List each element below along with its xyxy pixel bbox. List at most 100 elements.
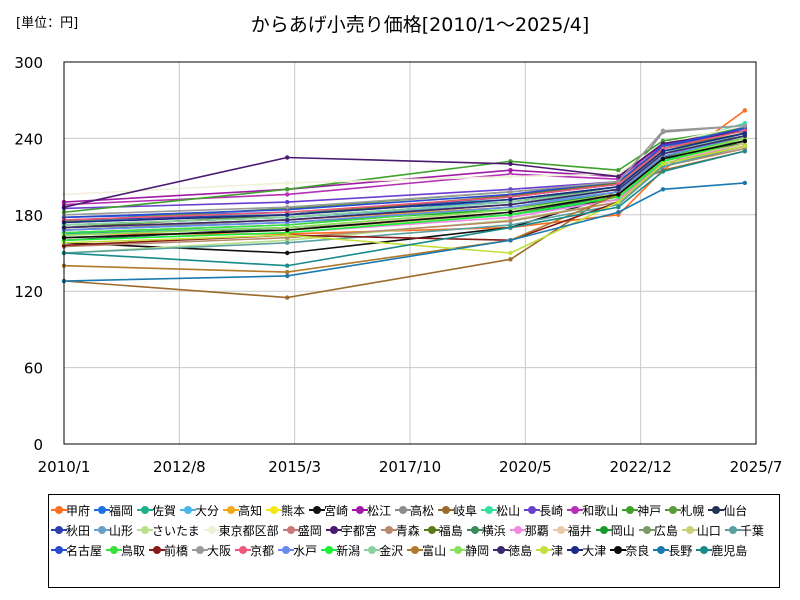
x-tick-label: 2022/12 — [610, 458, 672, 476]
legend-label: 松山 — [496, 503, 521, 518]
legend-item: 山形 — [94, 520, 134, 540]
data-point — [660, 169, 666, 174]
legend-label: 福井 — [567, 523, 592, 538]
legend-marker — [395, 506, 412, 514]
legend-label: 甲府 — [66, 503, 91, 518]
legend-marker — [325, 526, 342, 534]
data-point — [285, 217, 290, 223]
legend-item: 山口 — [681, 520, 721, 540]
series-line — [63, 140, 746, 242]
legend-marker — [51, 506, 67, 514]
legend-item: 福岡 — [94, 500, 134, 520]
data-point — [285, 295, 290, 300]
legend-marker — [696, 546, 713, 554]
legend-item: 広島 — [638, 520, 678, 540]
series-line — [63, 145, 746, 254]
legend-label: 神戸 — [637, 503, 662, 518]
data-point — [616, 199, 621, 205]
legend-item: 長野 — [653, 540, 692, 560]
y-tick-label: 120 — [14, 283, 43, 301]
legend-marker — [51, 546, 67, 554]
x-tick-label: 2025/7 — [730, 458, 783, 476]
legend-marker — [137, 506, 154, 514]
legend-label: 岡山 — [610, 523, 635, 538]
data-point — [508, 189, 513, 195]
data-point — [285, 250, 290, 256]
legend-label: 大分 — [195, 503, 220, 518]
data-point — [285, 227, 290, 233]
legend-item: 那覇 — [509, 520, 549, 540]
data-point — [616, 168, 621, 173]
legend-marker — [665, 506, 682, 514]
legend-label: 山形 — [109, 523, 134, 538]
legend-marker — [509, 526, 526, 534]
legend-label: 福岡 — [109, 503, 134, 518]
legend-item: さいたま — [137, 520, 200, 540]
legend-label: 和歌山 — [582, 503, 619, 518]
series-layer — [61, 108, 748, 300]
legend-item: 和歌山 — [567, 500, 619, 520]
legend-marker — [610, 546, 627, 554]
data-point — [508, 174, 513, 179]
legend-label: 静岡 — [465, 543, 490, 558]
legend-item: 奈良 — [610, 540, 649, 560]
legend-label: 大阪 — [207, 543, 232, 558]
legend-marker — [567, 506, 584, 514]
legend-item: 鳥取 — [106, 540, 146, 560]
data-point — [616, 174, 621, 179]
legend-label: 東京都区部 — [218, 523, 279, 538]
data-point — [660, 148, 666, 154]
data-point — [285, 269, 290, 275]
legend-label: 高知 — [238, 503, 263, 518]
axis-layer: 0 60 120 180 240 300 2010/1 2012/8 2015/3 2017/10… — [14, 54, 782, 476]
legend-label: 松江 — [367, 503, 392, 518]
legend-item: 甲府 — [51, 500, 91, 520]
chart-title: からあげ小売り価格[2010/1～2025/4] — [250, 14, 590, 36]
legend-marker — [106, 546, 123, 554]
data-point — [285, 232, 290, 238]
series-line — [63, 145, 746, 254]
y-tick-label: 240 — [14, 130, 43, 148]
legend-item: 岐阜 — [438, 500, 477, 520]
legend-marker — [309, 506, 326, 514]
legend-item: 福島 — [423, 520, 463, 540]
series-line — [63, 150, 746, 267]
legend-label: 富山 — [422, 543, 447, 558]
legend-marker — [708, 506, 725, 514]
legend-marker — [352, 506, 369, 514]
legend-marker — [423, 526, 440, 534]
legend-item: 仙台 — [708, 500, 747, 520]
series-line — [63, 132, 746, 224]
legend-marker — [321, 546, 338, 554]
legend-marker — [364, 546, 381, 554]
data-point — [285, 263, 290, 268]
legend: 甲府 福岡 佐賀 大分 高知 熊本 宮崎 松江 高松 岐阜 松山 長崎 和歌山 神戸 札幌 仙台 秋田 山形 さいた… — [48, 494, 780, 588]
legend-label: 金沢 — [379, 543, 404, 558]
legend-marker — [724, 526, 741, 534]
legend-label: 京都 — [250, 543, 275, 558]
data-point — [508, 202, 513, 207]
legend-label: 盛岡 — [297, 523, 322, 538]
data-point — [742, 131, 748, 136]
legend-marker — [51, 526, 67, 534]
legend-item: 秋田 — [51, 520, 90, 540]
legend-marker — [481, 506, 498, 514]
legend-label: 鳥取 — [121, 543, 146, 558]
data-point — [285, 187, 290, 192]
y-tick-label: 60 — [24, 360, 43, 378]
data-point — [508, 238, 513, 243]
legend-marker — [681, 526, 698, 534]
x-tick-label: 2017/10 — [379, 458, 441, 476]
legend-label: 那覇 — [524, 523, 549, 538]
series-line — [63, 135, 746, 231]
legend-item: 水戸 — [278, 540, 317, 560]
legend-marker — [223, 506, 240, 514]
legend-item: 新潟 — [321, 540, 360, 560]
plot-frame — [63, 61, 757, 445]
grid-layer — [63, 61, 757, 445]
series-line — [63, 140, 746, 239]
legend-item: 佐賀 — [137, 500, 176, 520]
data-point — [742, 180, 748, 186]
data-point — [508, 257, 513, 262]
legend-marker — [466, 526, 483, 534]
